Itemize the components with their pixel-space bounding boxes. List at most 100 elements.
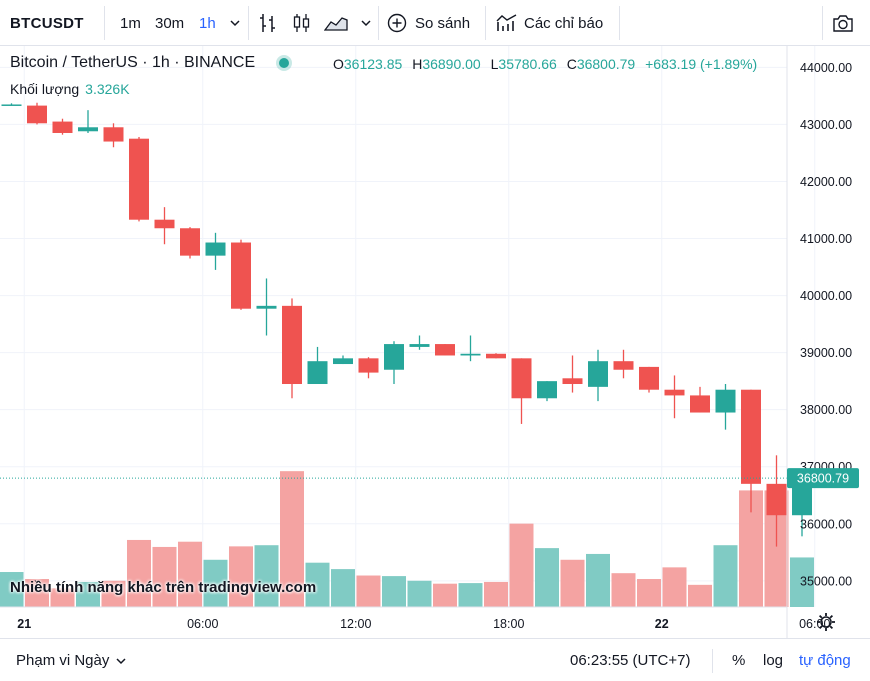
volume-bar (637, 579, 661, 607)
auto-scale-toggle[interactable]: tự động (799, 652, 851, 669)
toolbar-divider (485, 6, 486, 40)
tradingview-watermark-link[interactable]: Nhiều tính năng khác trên tradingview.co… (10, 579, 317, 596)
volume-bar (305, 562, 330, 607)
volume-legend[interactable]: Khối lượng 3.326K (10, 81, 130, 97)
bottom-toolbar: Phạm vi Ngày 06:23:55 (UTC+7) % log tự đ… (0, 638, 870, 681)
candle-body (333, 358, 353, 365)
toolbar-divider (619, 6, 620, 40)
candles-chart-type-icon[interactable] (292, 0, 312, 46)
price-tick-label: 43000.00 (800, 118, 852, 132)
date-range-button[interactable]: Phạm vi Ngày (16, 639, 127, 681)
volume-bar (713, 545, 738, 607)
candle-body (486, 353, 506, 359)
price-tick-label: 39000.00 (800, 346, 852, 360)
toolbar-divider (822, 6, 823, 40)
timeframe-30m-button[interactable]: 30m (155, 14, 185, 32)
percent-scale-toggle[interactable]: % (732, 652, 746, 669)
chevron-down-icon (116, 657, 126, 664)
time-tick-label: 06:00 (187, 617, 218, 631)
area-chart-type-icon[interactable] (324, 0, 348, 46)
compare-button[interactable]: So sánh (415, 14, 471, 32)
series-legend[interactable]: Bitcoin / TetherUS · 1h · BINANCE (10, 54, 290, 72)
timeframe-dropdown-chevron-down-icon[interactable] (229, 0, 241, 46)
settings-gear-icon[interactable] (817, 613, 835, 631)
candle-body (307, 361, 328, 385)
indicators-icon[interactable] (496, 0, 518, 46)
candle-body (562, 378, 583, 385)
volume-label: Khối lượng (10, 81, 80, 97)
volume-bar (611, 573, 636, 607)
time-tick-label: 12:00 (340, 617, 371, 631)
candle-body (103, 127, 124, 142)
symbol-search-button[interactable]: BTCUSDT (10, 14, 84, 32)
volume-bar (458, 583, 483, 607)
time-axis[interactable]: 21 06:00 12:00 18:00 22 06:00 (17, 617, 830, 631)
series-title: Bitcoin / TetherUS · 1h · BINANCE (10, 54, 256, 71)
low-key: L (490, 56, 499, 72)
volume-bar (560, 559, 585, 607)
candle-body (588, 361, 608, 387)
price-tick-label: 40000.00 (800, 289, 852, 303)
candle-body (180, 228, 200, 256)
candle-body (664, 389, 685, 396)
candle-body (409, 344, 430, 347)
high-value: 36890.00 (422, 56, 481, 72)
date-range-label: Phạm vi Ngày (16, 652, 110, 669)
candlestick-chart[interactable]: 35000.0036000.0037000.0038000.0039000.00… (0, 46, 870, 638)
camera-snapshot-icon[interactable] (832, 0, 854, 46)
volume-bar (229, 546, 253, 607)
candle-body (435, 344, 455, 356)
price-candles (1, 102, 812, 547)
candle-body (741, 389, 761, 484)
volume-value: 3.326K (85, 81, 130, 97)
top-toolbar: BTCUSDT 1m 30m 1h So sánh Các chỉ báo (0, 0, 870, 46)
candle-body (52, 121, 73, 133)
candle-body (129, 138, 149, 220)
candle-body (358, 358, 379, 373)
volume-bar (586, 553, 610, 607)
candle-body (639, 366, 659, 390)
volume-bar (790, 557, 814, 607)
time-tick-label: 22 (655, 617, 669, 631)
price-tick-label: 42000.00 (800, 175, 852, 189)
indicators-button[interactable]: Các chỉ báo (524, 14, 604, 32)
volume-bar (356, 575, 381, 607)
volume-bar (280, 471, 304, 607)
toolbar-divider (248, 6, 249, 40)
volume-bar (662, 567, 687, 607)
price-tick-label: 35000.00 (800, 574, 852, 588)
price-tick-label: 36000.00 (800, 517, 852, 531)
candle-body (205, 242, 226, 256)
change-value: +683.19 (+1.89%) (645, 56, 758, 72)
compare-plus-circle-icon[interactable] (387, 0, 407, 46)
volume-bar (152, 546, 177, 607)
high-key: H (412, 56, 423, 72)
bars-chart-type-icon[interactable] (258, 0, 278, 46)
volume-bar (484, 581, 508, 607)
candle-body (78, 127, 98, 132)
timeframe-1h-button[interactable]: 1h (199, 14, 216, 32)
price-tick-label: 41000.00 (800, 232, 852, 246)
candle-body (460, 353, 481, 356)
low-value: 35780.66 (498, 56, 557, 72)
log-scale-toggle[interactable]: log (763, 652, 784, 669)
candle-body (511, 358, 532, 399)
volume-bar (203, 559, 228, 607)
volume-bar (101, 580, 126, 607)
chart-type-chevron-down-icon[interactable] (360, 0, 372, 46)
timeframe-1m-button[interactable]: 1m (120, 14, 141, 32)
volume-bar (127, 539, 151, 607)
toolbar-divider (378, 6, 379, 40)
volume-bar (0, 572, 24, 607)
clock-timezone-button[interactable]: 06:23:55 (UTC+7) (570, 652, 691, 669)
time-tick-label: 06:00 (799, 617, 830, 631)
price-tick-label: 44000.00 (800, 61, 852, 75)
candle-body (537, 381, 557, 399)
bottombar-divider (712, 649, 713, 673)
volume-bar (688, 584, 712, 607)
volume-bar (254, 545, 279, 607)
volume-bar (509, 523, 534, 607)
candle-body (384, 344, 404, 370)
candle-body (282, 305, 302, 385)
open-key: O (333, 56, 344, 72)
